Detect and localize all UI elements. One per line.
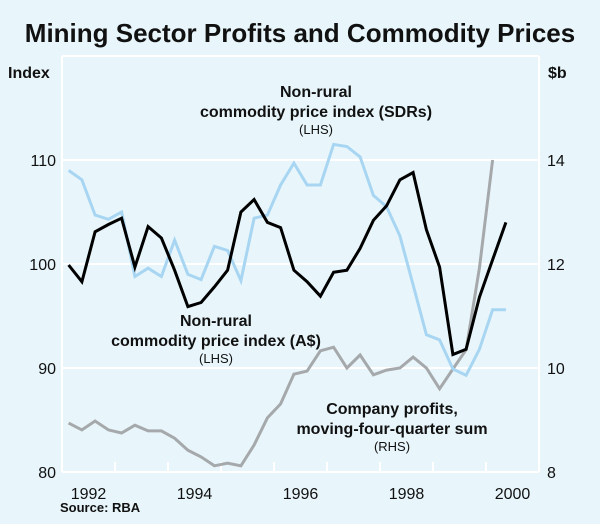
series-label-0: commodity price index (A$) <box>111 333 321 350</box>
series-line-2 <box>67 159 495 468</box>
series-label-2: moving-four-quarter sum <box>296 421 487 438</box>
left-tick-label: 90 <box>38 361 56 378</box>
series-label-0: (LHS) <box>199 351 233 366</box>
axis-ticks: 80 90 100 110 8 10 12 14 1992 1994 1996 1998 2000 <box>29 153 565 503</box>
series-label-1: Non-rural <box>280 84 352 101</box>
right-axis-unit: $b <box>548 65 567 82</box>
x-tick-label: 1992 <box>71 486 107 503</box>
series-label-0: Non-rural <box>180 313 252 330</box>
left-axis-unit: Index <box>8 65 50 82</box>
left-tick-label: 100 <box>29 257 56 274</box>
left-tick-label: 80 <box>38 465 56 482</box>
right-tick-label: 12 <box>547 257 565 274</box>
x-tick-label: 1998 <box>389 486 425 503</box>
x-tick-label: 1994 <box>177 486 213 503</box>
series-label-1: commodity price index (SDRs) <box>200 104 432 121</box>
series-lines <box>67 142 508 468</box>
series-line-1 <box>67 142 506 378</box>
series-line-0 <box>67 170 508 357</box>
right-tick-label: 8 <box>547 465 556 482</box>
series-label-1: (LHS) <box>299 122 333 137</box>
x-tick-label: 1996 <box>283 486 319 503</box>
left-tick-label: 110 <box>30 153 56 170</box>
right-tick-label: 10 <box>547 361 565 378</box>
series-label-2: (RHS) <box>374 439 410 454</box>
x-tick-label: 2000 <box>495 486 531 503</box>
right-tick-label: 14 <box>547 153 565 170</box>
chart-title: Mining Sector Profits and Commodity Pric… <box>24 18 576 48</box>
grid <box>61 55 540 473</box>
series-label-2: Company profits, <box>326 401 458 418</box>
source-note: Source: RBA <box>60 500 141 515</box>
